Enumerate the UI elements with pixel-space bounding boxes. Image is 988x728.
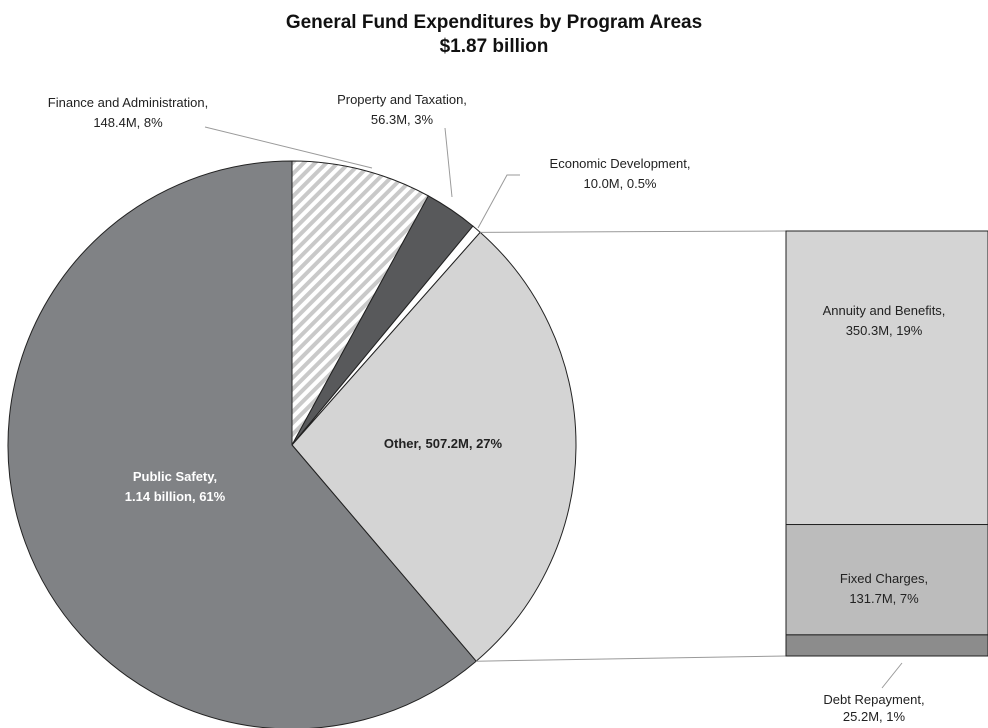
slice-label: Other, 507.2M, 27% [384, 436, 503, 451]
leader-line [204, 126, 373, 169]
chart-subtitle: $1.87 billion [440, 36, 549, 57]
slice-label-category: Economic Development, [550, 156, 691, 171]
chart-title: General Fund Expenditures by Program Are… [286, 12, 702, 33]
slice-label: Public Safety, 1.14 billion, 61% [125, 469, 226, 504]
bar-segment [785, 524, 988, 636]
slice-label: Economic Development, 10.0M, 0.5% [550, 156, 691, 191]
bar-label: Fixed Charges, 131.7M, 7% [840, 571, 928, 606]
slice-label-value: 507.2M, 27% [425, 436, 502, 451]
bar-label-category: Fixed Charges, [840, 571, 928, 586]
bar-label-value: 350.3M, 19% [846, 323, 923, 338]
slice-label-category: Public Safety, [133, 469, 217, 484]
slice-label: Property and Taxation, 56.3M, 3% [337, 92, 467, 127]
slice-label-category: Property and Taxation, [337, 92, 467, 107]
slice-label-category: Finance and Administration, [48, 95, 208, 110]
bar-label: Debt Repayment, 25.2M, 1% [823, 692, 924, 724]
slice-label-value: 56.3M, 3% [371, 112, 434, 127]
bar-label-category: Debt Repayment, [823, 692, 924, 707]
slice-label: Finance and Administration, 148.4M, 8% [48, 95, 208, 130]
slice-label-value: 10.0M, 0.5% [584, 176, 657, 191]
bar-label-category: Annuity and Benefits, [823, 303, 946, 318]
slice-label-value: 148.4M, 8% [93, 115, 163, 130]
connector-line [480, 230, 787, 233]
bar-segment [785, 634, 988, 657]
leader-line [444, 127, 453, 198]
bar-label: Annuity and Benefits, 350.3M, 19% [823, 303, 946, 338]
bar-label-value: 131.7M, 7% [849, 591, 919, 606]
pie-slice [7, 160, 477, 728]
connector-line [476, 655, 787, 662]
leader-line [881, 662, 903, 689]
slice-label-value: 1.14 billion, 61% [125, 489, 226, 504]
bar-label-value: 25.2M, 1% [843, 709, 906, 724]
pie-slice [291, 160, 430, 446]
bar-segment [785, 230, 988, 526]
leader-line [477, 174, 520, 229]
slice-label-category: Other, [384, 436, 422, 451]
pie-slice [291, 231, 577, 662]
